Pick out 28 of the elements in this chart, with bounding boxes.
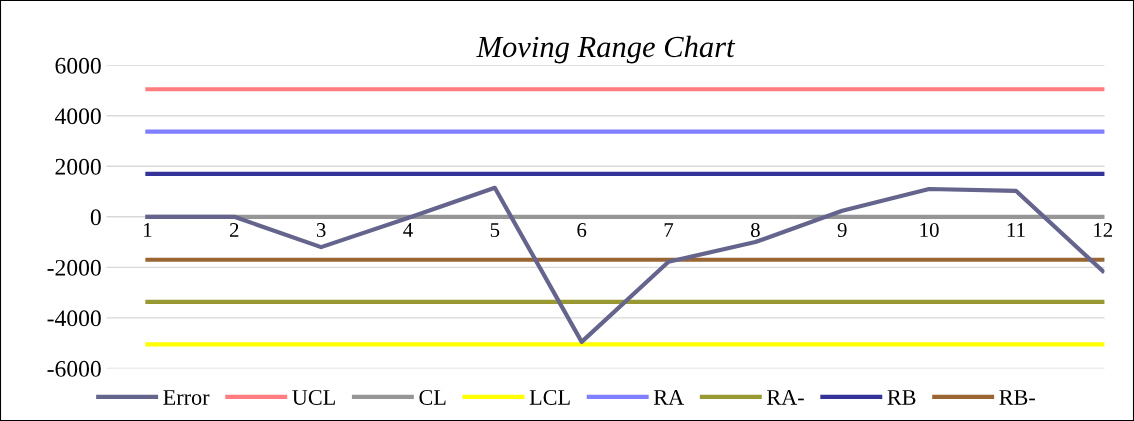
y-tick-label: -6000 [47,360,101,377]
y-tick-label: 2000 [55,158,101,175]
y-tick-label: -2000 [47,259,101,276]
x-tick-label: 12 [1094,223,1113,237]
chart-title: Moving Range Chart [476,35,736,64]
legend-label: Error [163,390,210,405]
x-tick-label: 3 [316,223,326,238]
x-tick-label: 8 [750,222,760,238]
y-tick-label: 0 [90,209,101,226]
x-tick-label: 11 [1007,223,1025,237]
x-tick-label: 9 [837,223,847,238]
x-tick-label: 10 [920,222,939,238]
y-tick-label: -4000 [47,310,101,327]
x-tick-label: 7 [664,223,674,237]
legend-label: RB [887,390,916,405]
legend-label: LCL [529,389,570,405]
y-tick-label: 6000 [55,57,101,74]
x-tick-label: 2 [229,223,239,237]
x-tick-label: 4 [403,223,413,237]
legend-label: RA [653,390,684,405]
y-tick-label: 4000 [54,108,101,125]
legend-label: CL [419,389,446,405]
legend-label: UCL [292,389,335,405]
x-tick-label: 5 [490,223,500,238]
x-tick-label: 1 [144,223,152,237]
legend-label: RB- [999,390,1035,405]
x-tick-label: 6 [577,223,587,238]
legend-label: RA- [766,390,804,405]
